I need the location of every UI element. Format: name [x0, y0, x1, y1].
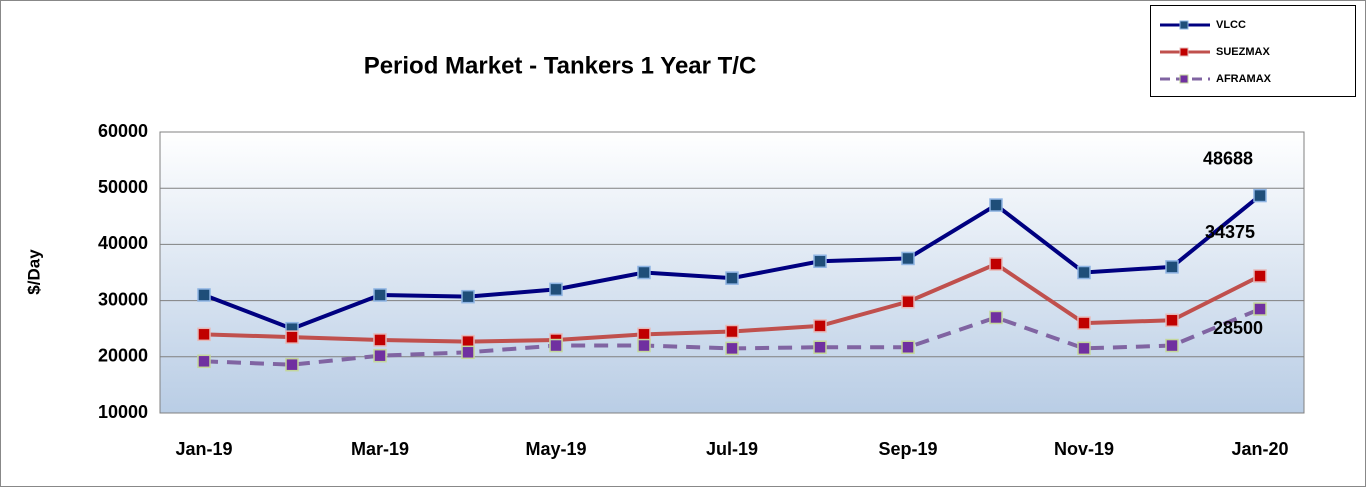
data-point [1253, 269, 1267, 283]
data-label: 48688 [1203, 148, 1253, 168]
y-tick-label: 60000 [98, 121, 148, 141]
data-point [901, 251, 915, 266]
data-point [197, 288, 211, 302]
data-point [1077, 316, 1091, 330]
data-point [1077, 341, 1091, 356]
legend-marker [1179, 74, 1189, 84]
data-point [725, 341, 739, 356]
data-point [1253, 302, 1267, 316]
data-point [197, 354, 211, 369]
data-point [813, 254, 827, 269]
data-point [813, 340, 827, 354]
data-point [549, 282, 563, 297]
y-tick-label: 10000 [98, 402, 148, 422]
y-axis-label: $/Day [24, 249, 43, 295]
data-label: 34375 [1205, 222, 1255, 242]
chart-title: Period Market - Tankers 1 Year T/C [364, 52, 757, 79]
data-point [373, 348, 387, 363]
data-point [373, 333, 387, 347]
x-tick-label: Jan-20 [1231, 439, 1288, 459]
y-tick-label: 40000 [98, 233, 148, 253]
x-tick-label: Jul-19 [706, 439, 758, 459]
legend-label: SUEZMAX [1216, 46, 1270, 58]
data-point [989, 257, 1003, 271]
x-tick-label: Jan-19 [175, 439, 232, 459]
x-tick-label: May-19 [525, 439, 586, 459]
data-label: 28500 [1213, 318, 1263, 338]
y-tick-label: 20000 [98, 346, 148, 366]
data-point [1165, 313, 1179, 328]
data-point [637, 265, 651, 280]
data-point [461, 289, 475, 304]
data-point [285, 357, 299, 372]
legend-marker [1179, 47, 1189, 57]
data-point [1253, 188, 1267, 203]
data-point [285, 330, 299, 344]
data-point [549, 338, 563, 353]
data-point [373, 288, 387, 302]
y-tick-label: 30000 [98, 289, 148, 309]
x-tick-label: Sep-19 [878, 439, 937, 459]
x-tick-label: Nov-19 [1054, 439, 1114, 459]
data-point [1165, 260, 1179, 274]
x-tick-label: Mar-19 [351, 439, 409, 459]
legend-marker [1179, 20, 1189, 30]
data-point [637, 327, 651, 342]
y-tick-label: 50000 [98, 177, 148, 197]
data-point [725, 324, 739, 339]
data-point [989, 310, 1003, 325]
data-point [197, 327, 211, 342]
legend-label: VLCC [1216, 19, 1246, 31]
data-point [1165, 338, 1179, 353]
data-point [989, 198, 1003, 212]
legend-label: AFRAMAX [1216, 73, 1272, 85]
data-point [813, 319, 827, 333]
data-point [725, 271, 739, 285]
data-point [637, 338, 651, 353]
data-point [461, 345, 475, 360]
data-point [901, 340, 915, 354]
data-point [901, 294, 915, 309]
data-point [1077, 265, 1091, 280]
